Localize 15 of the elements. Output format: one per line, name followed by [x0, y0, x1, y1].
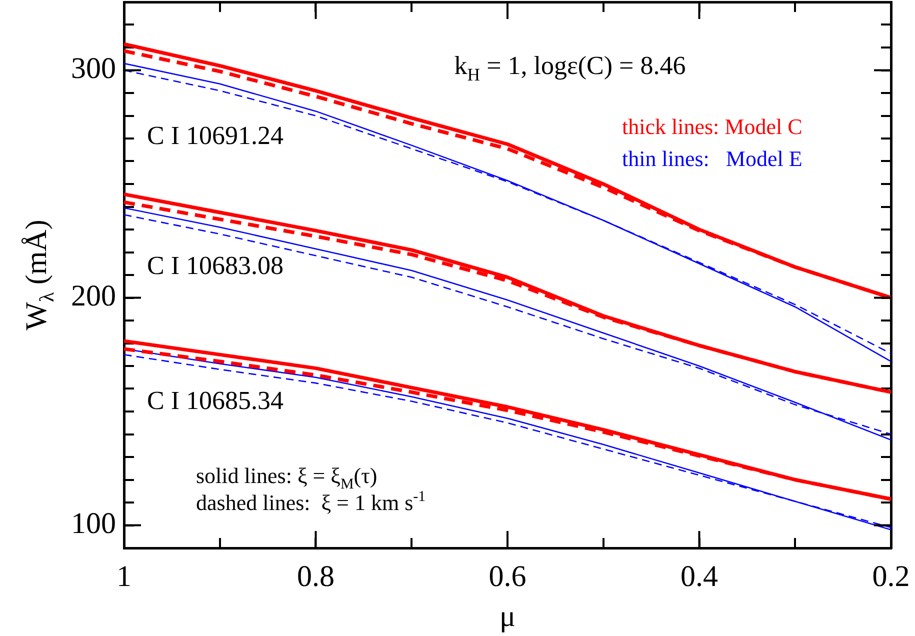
annotation: C I 10691.24: [147, 121, 284, 150]
x-tick-label: 0.8: [297, 560, 334, 593]
x-tick-label: 1: [116, 560, 132, 593]
x-tick-label: 0.4: [680, 560, 718, 593]
x-tick-label: 0.6: [488, 560, 526, 593]
y-axis-title: Wλ (mÅ): [20, 220, 58, 330]
y-tick-label: 200: [71, 280, 116, 313]
x-axis-title: μ: [499, 600, 516, 633]
annotation: C I 10685.34: [147, 386, 284, 415]
y-tick-label: 300: [71, 52, 116, 86]
annotation: C I 10683.08: [147, 251, 284, 280]
annotation: thick lines: Model C: [622, 114, 802, 139]
annotation: thin lines: Model E: [622, 146, 802, 171]
y-tick-label: 100: [71, 507, 116, 540]
x-tick-label: 0.2: [872, 560, 910, 593]
